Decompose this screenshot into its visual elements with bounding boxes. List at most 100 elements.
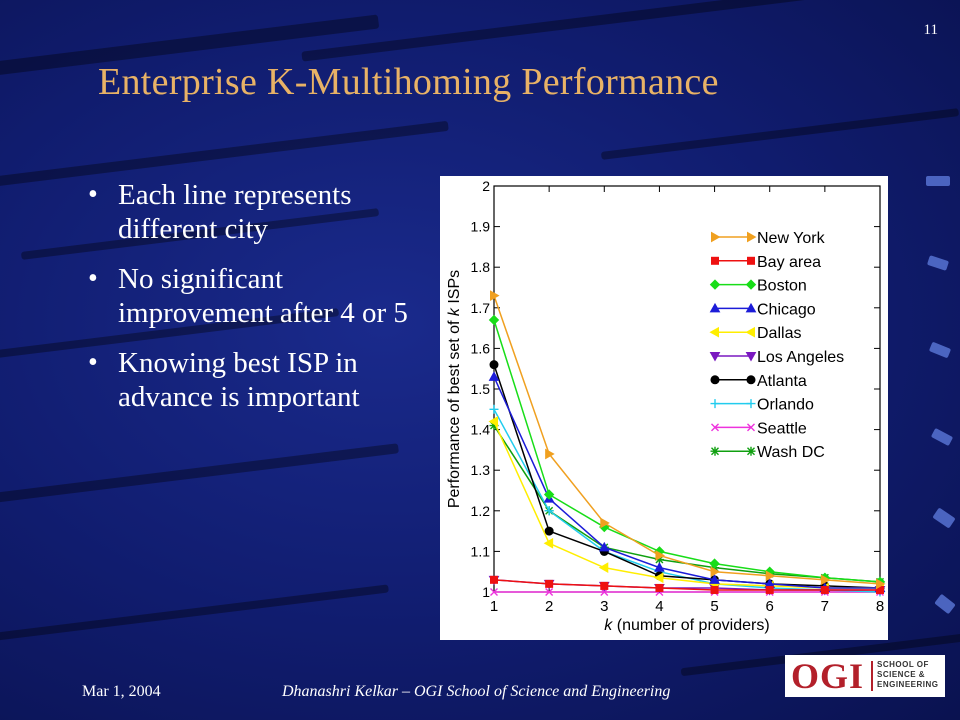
data-point xyxy=(710,399,720,409)
legend-label: Chicago xyxy=(757,301,816,318)
background-stripe xyxy=(0,584,389,644)
legend-label: Los Angeles xyxy=(757,349,844,366)
x-tick-label: 3 xyxy=(600,598,608,615)
data-point xyxy=(745,352,757,362)
x-tick-label: 1 xyxy=(490,598,498,615)
edge-decoration xyxy=(926,255,950,271)
x-tick-label: 4 xyxy=(655,598,663,615)
data-point xyxy=(488,416,498,427)
ogi-logo-subtext-line: SCIENCE & xyxy=(877,670,926,679)
data-point xyxy=(711,423,719,432)
x-axis-label: k (number of providers) xyxy=(604,617,769,634)
y-tick-label: 2 xyxy=(482,178,490,194)
series-line xyxy=(493,579,880,591)
data-point xyxy=(598,562,609,573)
series-line xyxy=(493,364,881,589)
bullet-item: No significant improvement after 4 or 5 xyxy=(82,262,412,330)
legend-item: Atlanta xyxy=(710,373,807,390)
x-tick-label: 6 xyxy=(766,598,774,615)
series-new-york xyxy=(490,290,886,590)
legend-label: New York xyxy=(757,230,826,247)
slide-title: Enterprise K-Multihoming Performance xyxy=(98,61,719,103)
data-point xyxy=(745,279,757,290)
data-point xyxy=(709,279,721,290)
data-point xyxy=(489,360,499,370)
data-point xyxy=(544,526,554,536)
y-tick-label: 1.1 xyxy=(471,543,491,559)
data-point xyxy=(765,570,776,582)
data-point xyxy=(543,489,555,500)
data-point xyxy=(600,581,609,590)
y-tick-label: 1 xyxy=(482,584,490,600)
performance-chart: 1 1.1 1.2 1.3 1.4 1.5 1.6 1.7 1.8 1.9 2 1 2 3 4 5 6 7 8 k (… xyxy=(446,178,886,634)
ogi-logo-subtext: SCHOOL OF SCIENCE & ENGINEERING xyxy=(877,660,939,690)
background-stripe xyxy=(600,108,960,160)
x-tick-label: 8 xyxy=(876,598,884,615)
data-point xyxy=(489,404,499,414)
y-axis-label: Performance of best set of k ISPs xyxy=(446,270,463,508)
bullet-item: Each line represents different city xyxy=(82,178,412,246)
x-tick-label: 7 xyxy=(821,598,829,615)
ogi-logo-subtext-line: SCHOOL OF xyxy=(877,660,929,669)
x-tick-label: 2 xyxy=(545,598,553,615)
data-point xyxy=(490,588,498,596)
legend-item: Seattle xyxy=(711,420,807,437)
data-point xyxy=(711,256,719,265)
chart-legend: New York Bay area Boston Chicago Dallas Los A… xyxy=(709,230,844,461)
ogi-logo: OGI SCHOOL OF SCIENCE & ENGINEERING xyxy=(785,655,945,697)
data-point xyxy=(545,579,554,588)
legend-label: Bay area xyxy=(757,254,821,271)
edge-decoration xyxy=(928,341,952,359)
data-point xyxy=(876,578,886,590)
series-wash-dc xyxy=(489,421,885,587)
legend-item: Dallas xyxy=(709,325,801,342)
data-point xyxy=(654,555,664,565)
data-point xyxy=(600,517,610,529)
data-point xyxy=(543,537,554,549)
y-tick-label: 1.6 xyxy=(471,340,491,356)
data-point xyxy=(654,562,665,572)
edge-decoration xyxy=(926,176,950,186)
data-point xyxy=(544,506,554,516)
series-line xyxy=(493,376,880,589)
data-point xyxy=(745,302,757,313)
data-point xyxy=(746,446,756,456)
data-point xyxy=(746,375,756,385)
y-tick-label: 1.5 xyxy=(471,381,491,397)
data-point xyxy=(711,231,721,243)
data-point xyxy=(490,575,498,584)
footer-date: Mar 1, 2004 xyxy=(82,683,161,700)
y-tick-label: 1.4 xyxy=(471,422,491,438)
legend-item: New York xyxy=(711,230,826,247)
data-point xyxy=(747,256,755,265)
data-point xyxy=(820,585,829,594)
data-point xyxy=(820,574,831,586)
data-point xyxy=(745,326,755,338)
data-point xyxy=(655,583,664,592)
data-point xyxy=(710,446,720,456)
data-point xyxy=(710,566,721,578)
background-stripe xyxy=(0,443,399,507)
bullet-item: Knowing best ISP in advance is important xyxy=(82,346,412,414)
x-tick-label: 5 xyxy=(710,598,718,615)
data-point xyxy=(765,585,774,594)
legend-item: Bay area xyxy=(711,254,821,271)
data-point xyxy=(545,588,554,596)
series-chicago xyxy=(488,371,886,592)
data-point xyxy=(709,558,720,569)
y-tick-label: 1.3 xyxy=(471,462,491,478)
bullet-list: Each line represents different city No s… xyxy=(82,178,412,430)
legend-item: Orlando xyxy=(710,397,814,414)
y-tick-label: 1.9 xyxy=(471,219,491,235)
legend-item: Wash DC xyxy=(710,444,825,461)
edge-decoration xyxy=(930,427,954,447)
legend-item: Boston xyxy=(709,278,807,295)
edge-decoration xyxy=(932,507,956,529)
data-point xyxy=(710,375,720,385)
data-point xyxy=(709,574,720,584)
ogi-logo-subtext-line: ENGINEERING xyxy=(877,680,939,689)
y-tick-label: 1.7 xyxy=(471,300,491,316)
data-point xyxy=(545,448,555,460)
legend-label: Boston xyxy=(757,278,807,295)
data-point xyxy=(488,314,500,326)
